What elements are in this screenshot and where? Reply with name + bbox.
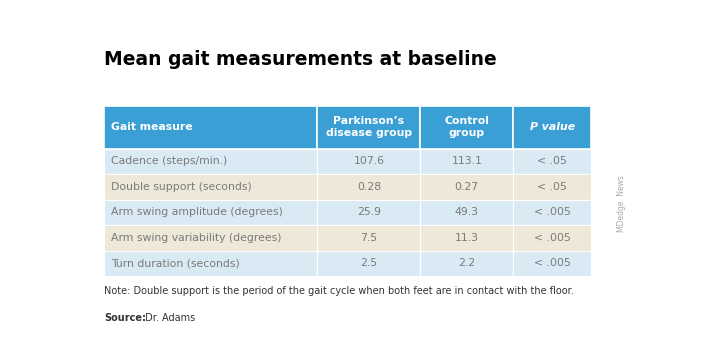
Text: 49.3: 49.3	[455, 207, 479, 217]
Text: 0.28: 0.28	[357, 182, 381, 192]
Text: 2.5: 2.5	[360, 258, 377, 268]
Bar	[104, 251, 318, 276]
Bar	[318, 149, 420, 174]
Text: Cadence (steps/min.): Cadence (steps/min.)	[111, 156, 227, 166]
Text: Arm swing variability (degrees): Arm swing variability (degrees)	[111, 233, 281, 243]
Text: Arm swing amplitude (degrees): Arm swing amplitude (degrees)	[111, 207, 282, 217]
Bar	[513, 149, 591, 174]
Text: < .005: < .005	[534, 233, 571, 243]
Bar	[104, 149, 318, 174]
Bar	[104, 225, 318, 251]
Bar	[513, 105, 591, 149]
Bar	[104, 199, 318, 225]
Text: Gait measure: Gait measure	[111, 122, 192, 132]
Text: 107.6: 107.6	[354, 156, 384, 166]
Bar	[318, 251, 420, 276]
Bar	[318, 225, 420, 251]
Bar	[104, 174, 318, 199]
Text: Control
group: Control group	[444, 116, 489, 138]
Text: Dr. Adams: Dr. Adams	[142, 314, 195, 324]
Text: < .005: < .005	[534, 258, 571, 268]
Text: 0.27: 0.27	[455, 182, 479, 192]
Text: < .05: < .05	[537, 182, 567, 192]
Bar	[420, 251, 513, 276]
Text: 113.1: 113.1	[451, 156, 482, 166]
Text: 7.5: 7.5	[360, 233, 377, 243]
Bar	[104, 105, 318, 149]
Text: Source:: Source:	[104, 314, 146, 324]
Bar	[318, 199, 420, 225]
Text: < .05: < .05	[537, 156, 567, 166]
Bar	[420, 105, 513, 149]
Text: Turn duration (seconds): Turn duration (seconds)	[111, 258, 239, 268]
Text: 25.9: 25.9	[357, 207, 381, 217]
Bar	[420, 174, 513, 199]
Text: Double support (seconds): Double support (seconds)	[111, 182, 251, 192]
Text: < .005: < .005	[534, 207, 571, 217]
Bar	[420, 149, 513, 174]
Text: 2.2: 2.2	[458, 258, 475, 268]
Bar	[420, 225, 513, 251]
Text: MDedge  News: MDedge News	[617, 176, 626, 233]
Bar	[513, 174, 591, 199]
Text: Mean gait measurements at baseline: Mean gait measurements at baseline	[104, 50, 497, 69]
Bar	[318, 174, 420, 199]
Bar	[513, 199, 591, 225]
Bar	[420, 199, 513, 225]
Text: 11.3: 11.3	[455, 233, 479, 243]
Bar	[318, 105, 420, 149]
Text: P value: P value	[530, 122, 575, 132]
Bar	[513, 225, 591, 251]
Bar	[513, 251, 591, 276]
Text: Note: Double support is the period of the gait cycle when both feet are in conta: Note: Double support is the period of th…	[104, 286, 574, 296]
Text: Parkinson’s
disease group: Parkinson’s disease group	[325, 116, 412, 138]
